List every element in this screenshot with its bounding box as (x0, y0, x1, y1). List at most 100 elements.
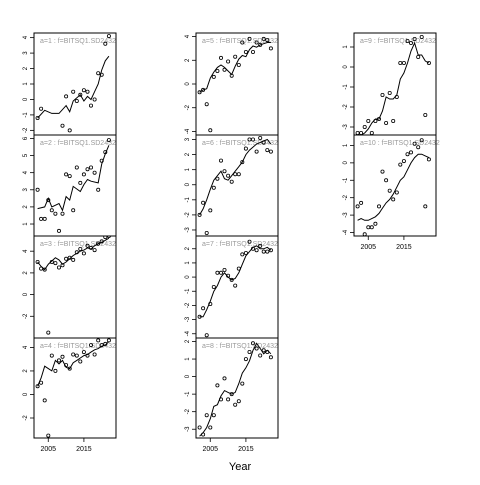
data-point (261, 36, 266, 41)
data-point (201, 200, 206, 205)
data-point (261, 348, 266, 353)
y-tick-label: 2 (185, 339, 191, 343)
data-point (222, 67, 227, 72)
panel-5: a=5 : f=BITSQ1.SD2432 -4 -2 0 2 4 (185, 32, 279, 136)
data-point (387, 188, 392, 193)
data-point (74, 99, 79, 104)
data-point (236, 399, 241, 404)
data-point (405, 152, 410, 157)
panel-7: a=7 : f=BITSQ1.SD2432 -4 -3 -2 -1 0 1 2 (185, 235, 279, 339)
panel-frame (33, 337, 117, 439)
data-point (218, 158, 223, 163)
data-point (366, 119, 371, 124)
data-point (208, 301, 213, 306)
data-point (426, 157, 431, 162)
data-point (258, 135, 263, 140)
y-tick-label: 2 (23, 205, 29, 209)
y-tick-label: 2 (185, 152, 191, 156)
data-point (380, 169, 385, 174)
data-point (416, 145, 421, 150)
data-point (359, 130, 364, 135)
y-tick-label: -4 (185, 330, 191, 336)
data-point (85, 243, 90, 248)
data-point (265, 349, 270, 354)
data-point (254, 248, 259, 253)
y-tick-label: 4 (185, 34, 191, 38)
data-point (197, 314, 202, 319)
data-point (211, 413, 216, 418)
y-tick-label: 4 (23, 249, 29, 253)
data-point (394, 190, 399, 195)
data-point (201, 87, 206, 92)
data-point (240, 40, 245, 45)
x-axis-label: Year (229, 461, 252, 473)
data-point (60, 263, 65, 268)
data-point (89, 245, 94, 250)
fit-line (357, 153, 430, 221)
data-point (53, 368, 58, 373)
data-point (258, 353, 263, 358)
data-point (215, 176, 220, 181)
panel-frame (195, 337, 279, 439)
data-point (240, 381, 245, 386)
data-point (398, 61, 403, 66)
data-point (46, 198, 51, 203)
data-point (92, 352, 97, 357)
data-point (60, 211, 65, 216)
data-point (265, 249, 270, 254)
data-point (247, 36, 252, 41)
data-point (412, 37, 417, 42)
y-tick-label: -1 (343, 84, 349, 90)
y-tick-label: 0 (343, 65, 349, 69)
y-tick-label: 1 (23, 82, 29, 86)
panel-plot-area (35, 236, 111, 335)
y-tick-label: 6 (23, 136, 29, 140)
y-tick-label: -1 (23, 112, 29, 118)
data-point (197, 90, 202, 95)
data-point (46, 433, 51, 438)
data-point (408, 150, 413, 155)
y-tick-label: -3 (185, 316, 191, 322)
data-point (42, 267, 47, 272)
panel-label: a=3 : f=BITSQ1.SD2432 (40, 241, 116, 248)
data-point (384, 178, 389, 183)
data-point (369, 130, 374, 135)
data-point (53, 211, 58, 216)
panel-label: a=5 : f=BITSQ1.SD2432 (202, 38, 278, 45)
panel-frame (33, 134, 117, 237)
data-point (401, 159, 406, 164)
data-point (362, 125, 367, 130)
y-tick-label: 0 (343, 161, 349, 165)
data-point (229, 179, 234, 184)
data-point (222, 267, 227, 272)
data-point (92, 248, 97, 253)
panel-plot-area (197, 36, 273, 133)
data-point (218, 55, 223, 60)
data-point (233, 402, 238, 407)
data-point (96, 187, 101, 192)
data-point (226, 59, 231, 64)
data-point (394, 95, 399, 100)
fit-line (37, 55, 110, 119)
data-point (64, 94, 69, 99)
panel-6: a=6 : f=BITSQ1.SD2432 -3 -2 -1 0 1 2 3 (185, 134, 279, 237)
data-point (103, 341, 108, 346)
panel-label: a=9 : f=BITSQ1.SD2432 (360, 38, 436, 45)
data-point (208, 128, 213, 133)
data-point (99, 239, 104, 244)
data-point (103, 150, 108, 155)
data-point (99, 343, 104, 348)
data-point (218, 270, 223, 275)
y-tick-label: -3 (343, 124, 349, 130)
panel-frame (33, 32, 117, 136)
data-point (233, 54, 238, 59)
data-point (250, 341, 255, 346)
data-point (258, 243, 263, 248)
x-tick-label: 2005 (360, 244, 376, 251)
data-point (391, 197, 396, 202)
data-point (211, 74, 216, 79)
data-point (57, 265, 62, 270)
panel-2: a=2 : f=BITSQ1.SD2432 1 2 3 4 5 6 (23, 134, 117, 237)
y-tick-label: -1 (185, 196, 191, 202)
data-point (229, 73, 234, 78)
